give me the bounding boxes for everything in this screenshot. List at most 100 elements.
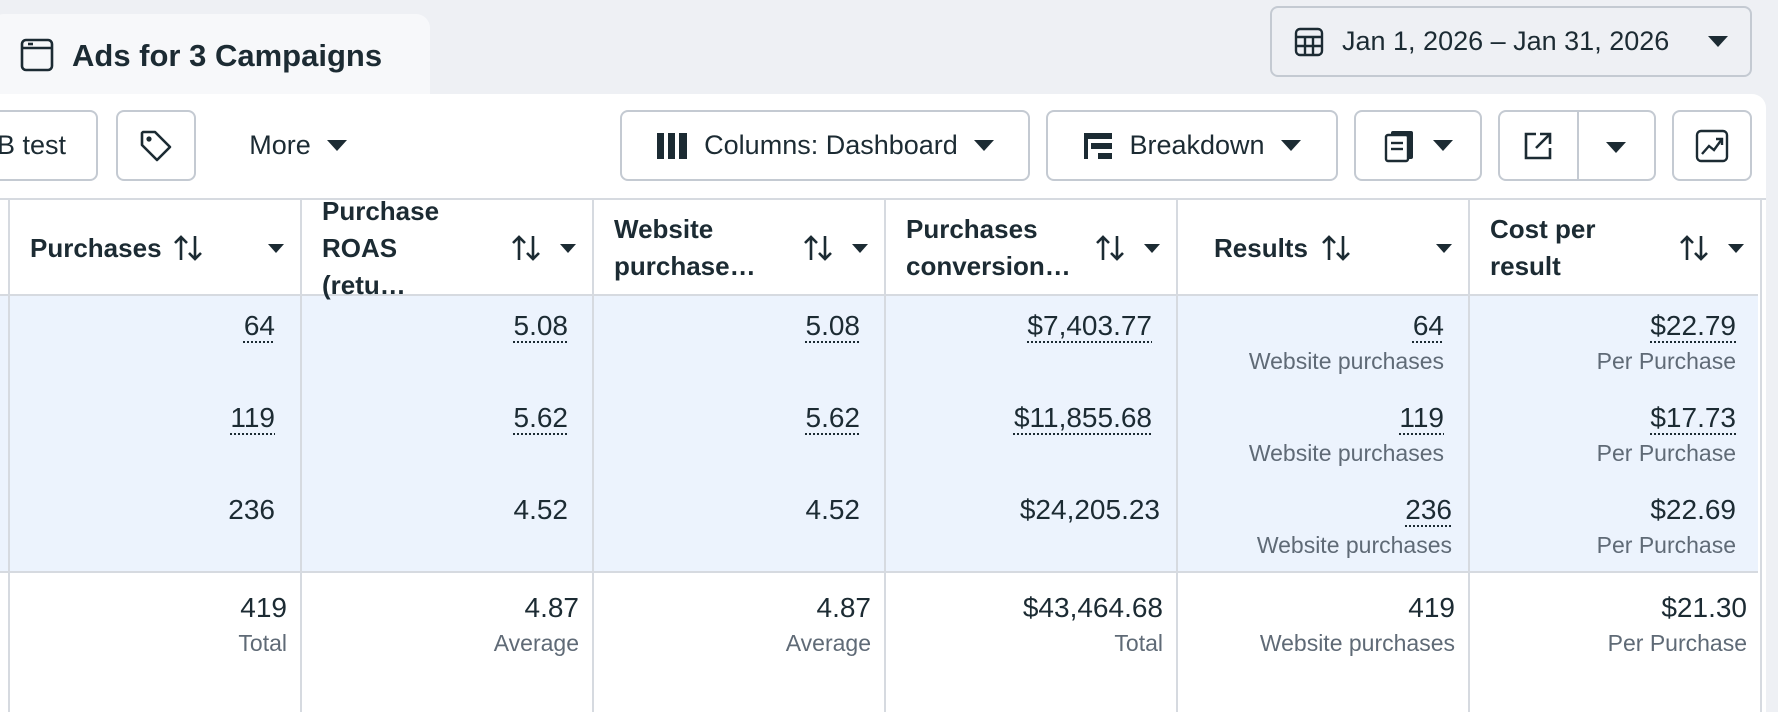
totals-cell: $43,464.68 Total xyxy=(1023,592,1163,657)
header-divider xyxy=(0,294,1758,296)
results-subtext: Website purchases xyxy=(1256,532,1452,558)
column-header-purchases-conversion[interactable]: Purchases conversion… xyxy=(906,200,1071,296)
reports-button[interactable] xyxy=(1354,110,1482,181)
average-label: Average xyxy=(493,630,579,656)
totals-divider xyxy=(0,571,1758,573)
table-cell: $24,205.23 xyxy=(1020,494,1160,526)
average-cost-value: $21.30 xyxy=(1661,592,1747,623)
chevron-down-icon xyxy=(1433,140,1453,151)
chevron-down-icon xyxy=(973,140,994,151)
chevron-down-icon[interactable] xyxy=(1606,142,1626,153)
website-purchase-roas-value[interactable]: 5.62 xyxy=(805,402,861,433)
column-header-results[interactable]: Results xyxy=(1214,200,1414,296)
sort-arrows-icon[interactable] xyxy=(802,234,834,262)
total-results-value: 419 xyxy=(1408,592,1455,623)
ab-test-button[interactable]: A/B test xyxy=(0,110,98,181)
button-separator xyxy=(1577,112,1579,179)
chart-button[interactable] xyxy=(1672,110,1752,181)
table-cell: $22.79 Per Purchase xyxy=(1597,310,1736,375)
window-icon xyxy=(20,38,54,72)
results-value[interactable]: 119 xyxy=(1399,402,1444,433)
table-cell: 64 xyxy=(244,310,275,342)
column-header-purchase-roas[interactable]: Purchase ROAS (retu… xyxy=(322,196,472,300)
cost-per-result-value: $22.69 xyxy=(1650,494,1736,525)
totals-cell: 4.87 Average xyxy=(494,592,579,657)
column-divider xyxy=(1468,200,1470,712)
table-top-border xyxy=(0,198,1766,200)
table-cell: 119 xyxy=(230,402,275,434)
total-label: Total xyxy=(238,630,287,656)
column-header-label: Results xyxy=(1214,232,1308,263)
ab-test-label: A/B test xyxy=(0,130,66,160)
sort-arrows-icon[interactable] xyxy=(1678,234,1710,262)
sort-arrows-icon[interactable] xyxy=(1094,234,1126,262)
column-divider xyxy=(884,200,886,712)
chevron-down-icon[interactable] xyxy=(852,244,868,253)
chevron-down-icon[interactable] xyxy=(560,244,576,253)
date-range-label: Jan 1, 2026 – Jan 31, 2026 xyxy=(1342,26,1670,56)
chevron-down-icon[interactable] xyxy=(1436,244,1452,253)
cost-subtext: Per Purchase xyxy=(1596,348,1736,374)
column-header-label: Purchases conversion… xyxy=(906,214,1071,281)
totals-cell: $21.30 Per Purchase xyxy=(1608,592,1747,657)
purchases-value: 236 xyxy=(228,494,275,525)
table-cell: 236 xyxy=(228,494,275,526)
more-button[interactable]: More xyxy=(222,110,374,181)
roas-value[interactable]: 5.08 xyxy=(513,310,569,341)
chevron-down-icon[interactable] xyxy=(268,244,284,253)
trend-chart-icon xyxy=(1695,129,1729,162)
cost-per-result-value[interactable]: $22.79 xyxy=(1650,310,1736,341)
column-header-label: Cost per result xyxy=(1490,214,1596,281)
website-purchase-roas-value[interactable]: 5.08 xyxy=(805,310,861,341)
roas-value[interactable]: 5.62 xyxy=(513,402,569,433)
table-panel: A/B test More Columns: Dashboard xyxy=(0,94,1766,712)
tag-button[interactable] xyxy=(116,110,196,181)
sort-arrows-icon[interactable] xyxy=(510,234,542,262)
sort-arrows-icon[interactable] xyxy=(1320,234,1352,262)
purchases-value[interactable]: 119 xyxy=(230,402,275,433)
sort-arrows-icon[interactable] xyxy=(172,234,204,262)
column-header-purchases[interactable]: Purchases xyxy=(30,200,290,296)
totals-cell: 419 Total xyxy=(238,592,287,657)
more-label: More xyxy=(249,130,311,160)
selected-rows-highlight xyxy=(0,296,1758,571)
date-range-picker[interactable]: Jan 1, 2026 – Jan 31, 2026 xyxy=(1270,6,1752,77)
cost-subtext: Per Purchase xyxy=(1596,440,1736,466)
tab-title: Ads for 3 Campaigns xyxy=(72,38,383,73)
export-icon xyxy=(1524,132,1552,160)
column-header-cost-per-result[interactable]: Cost per result xyxy=(1490,200,1610,296)
table-cell: 5.62 xyxy=(514,402,569,434)
columns-icon xyxy=(657,132,688,159)
results-subtext: Website purchases xyxy=(1248,348,1444,374)
tag-icon xyxy=(140,130,172,161)
column-divider xyxy=(1176,200,1178,712)
table-cell: $11,855.68 xyxy=(1014,402,1152,434)
chevron-down-icon[interactable] xyxy=(1144,244,1160,253)
table-cell: $17.73 Per Purchase xyxy=(1597,402,1736,467)
conversion-value[interactable]: $11,855.68 xyxy=(1013,402,1152,433)
cost-per-result-value[interactable]: $17.73 xyxy=(1650,402,1736,433)
cost-subtext: Per Purchase xyxy=(1607,630,1747,656)
roas-value: 4.52 xyxy=(513,494,569,525)
table-cell: 5.62 xyxy=(806,402,861,434)
results-subtext: Website purchases xyxy=(1248,440,1444,466)
results-value[interactable]: 236 xyxy=(1405,494,1452,525)
results-value[interactable]: 64 xyxy=(1412,310,1444,341)
breakdown-button[interactable]: Breakdown xyxy=(1046,110,1338,181)
columns-button[interactable]: Columns: Dashboard xyxy=(620,110,1030,181)
chevron-down-icon[interactable] xyxy=(1728,244,1744,253)
results-subtext: Website purchases xyxy=(1259,630,1455,656)
table-cell: $22.69 Per Purchase xyxy=(1597,494,1736,559)
column-divider xyxy=(300,200,302,712)
column-header-website-purchase[interactable]: Website purchase… xyxy=(614,200,764,296)
purchases-value[interactable]: 64 xyxy=(243,310,275,341)
export-button-group[interactable] xyxy=(1498,110,1656,181)
average-roas-value: 4.87 xyxy=(524,592,580,623)
conversion-value[interactable]: $7,403.77 xyxy=(1027,310,1152,341)
table-cell: 119 Website purchases xyxy=(1249,402,1444,467)
chevron-down-icon xyxy=(326,140,347,151)
column-header-label: Purchase ROAS (retu… xyxy=(322,195,440,300)
breakdown-label: Breakdown xyxy=(1129,130,1265,160)
toolbar: A/B test More Columns: Dashboard xyxy=(0,94,1766,198)
column-divider xyxy=(1760,200,1762,712)
